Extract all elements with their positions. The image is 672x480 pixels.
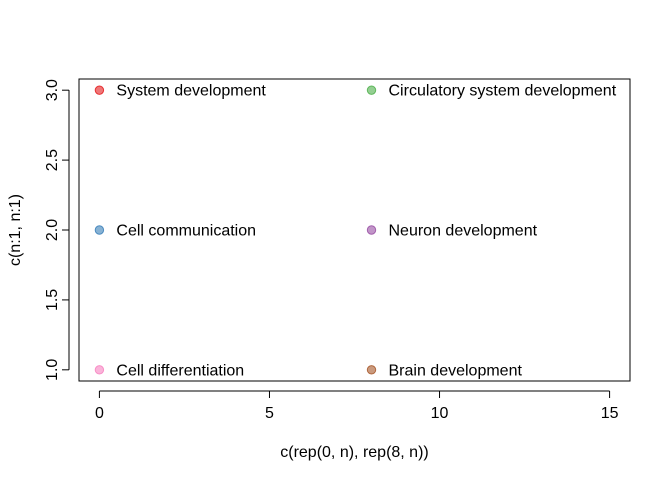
data-point bbox=[366, 85, 377, 95]
data-point-label: Neuron development bbox=[389, 223, 538, 240]
data-point-label: Brain development bbox=[389, 362, 523, 379]
data-point-label: Circulatory system development bbox=[389, 83, 617, 100]
y-axis: 1.0 1.5 2.0 2.5 3.0 bbox=[44, 79, 70, 381]
x-tick-label: 15 bbox=[601, 405, 619, 422]
data-point-label: System development bbox=[116, 83, 266, 100]
y-axis-label: c(n:1, n:1) bbox=[7, 194, 24, 266]
y-tick-label: 1.5 bbox=[44, 289, 61, 311]
data-point bbox=[94, 225, 105, 235]
data-point bbox=[366, 225, 377, 235]
y-tick-label: 1.0 bbox=[44, 359, 61, 381]
x-axis: 0 5 10 15 bbox=[95, 390, 619, 422]
data-point bbox=[94, 85, 105, 95]
y-tick-label: 2.5 bbox=[44, 149, 61, 171]
x-tick-label: 5 bbox=[265, 405, 274, 422]
y-tick-label: 3.0 bbox=[44, 79, 61, 101]
data-point bbox=[94, 365, 105, 375]
data-point bbox=[366, 365, 377, 375]
x-axis-label: c(rep(0, n), rep(8, n)) bbox=[280, 444, 428, 461]
x-tick-label: 0 bbox=[95, 405, 104, 422]
data-points: System development Cell communication Cell… bbox=[94, 83, 617, 379]
y-tick-label: 2.0 bbox=[44, 219, 61, 241]
x-tick-label: 10 bbox=[431, 405, 449, 422]
plot-frame bbox=[78, 78, 631, 382]
data-point-label: Cell communication bbox=[116, 223, 256, 240]
data-point-label: Cell differentiation bbox=[116, 362, 244, 379]
